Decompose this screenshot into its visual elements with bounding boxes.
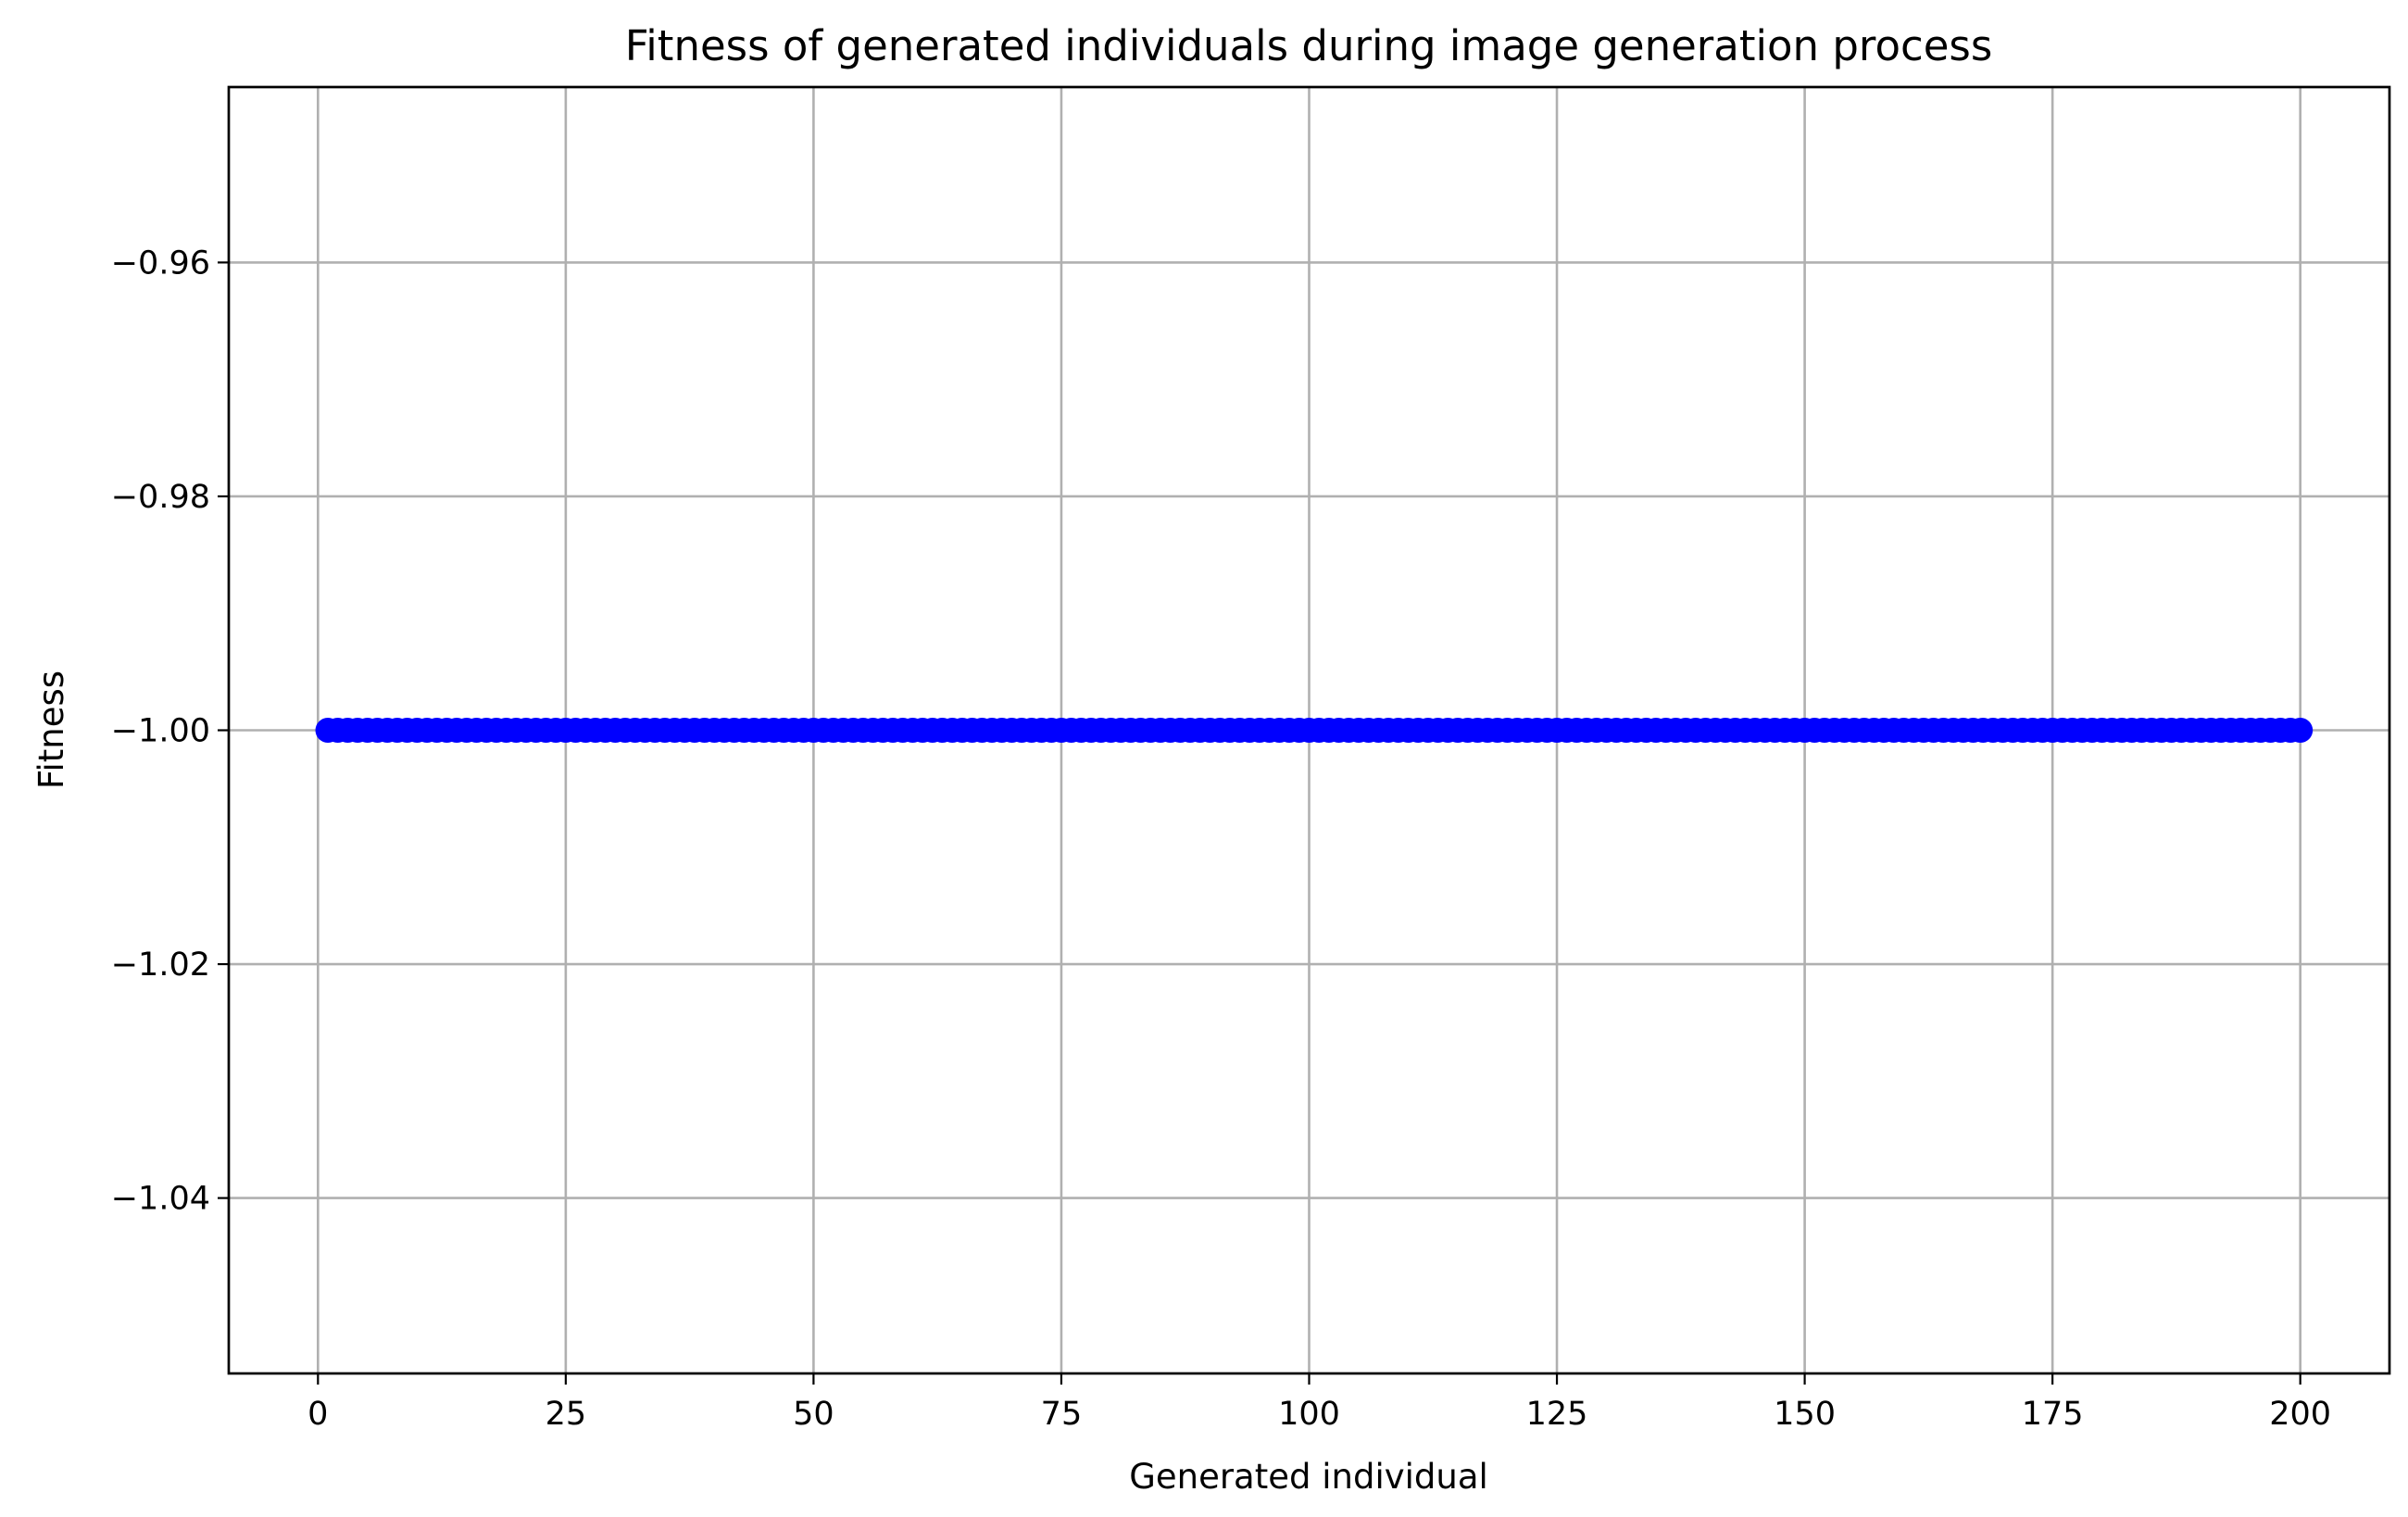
x-tick-label: 75 <box>1041 1396 1083 1433</box>
x-tick-label: 0 <box>307 1396 328 1433</box>
y-axis-label: Fitness <box>31 671 71 789</box>
scatter-points <box>315 718 2314 743</box>
x-tick-label: 175 <box>2022 1396 2084 1433</box>
x-tick-label: 150 <box>1774 1396 1836 1433</box>
y-tick-label: −0.96 <box>111 244 210 282</box>
x-axis-label: Generated individual <box>1129 1457 1488 1497</box>
y-tick-label: −1.00 <box>111 713 210 750</box>
x-tick-label: 200 <box>2269 1396 2331 1433</box>
x-tick-label: 100 <box>1278 1396 1340 1433</box>
chart-title: Fitness of generated individuals during … <box>625 21 1993 70</box>
x-axis-ticks: 0 25 50 75 100 125 150 175 200 <box>307 1373 2331 1433</box>
y-axis-ticks: −1.04 −1.02 −1.00 −0.98 −0.96 <box>111 244 229 1218</box>
data-point <box>2288 718 2314 743</box>
y-tick-label: −1.02 <box>111 947 210 984</box>
x-tick-label: 25 <box>546 1396 587 1433</box>
x-tick-label: 125 <box>1526 1396 1588 1433</box>
y-tick-label: −0.98 <box>111 479 210 516</box>
x-tick-label: 50 <box>793 1396 834 1433</box>
y-tick-label: −1.04 <box>111 1181 210 1218</box>
